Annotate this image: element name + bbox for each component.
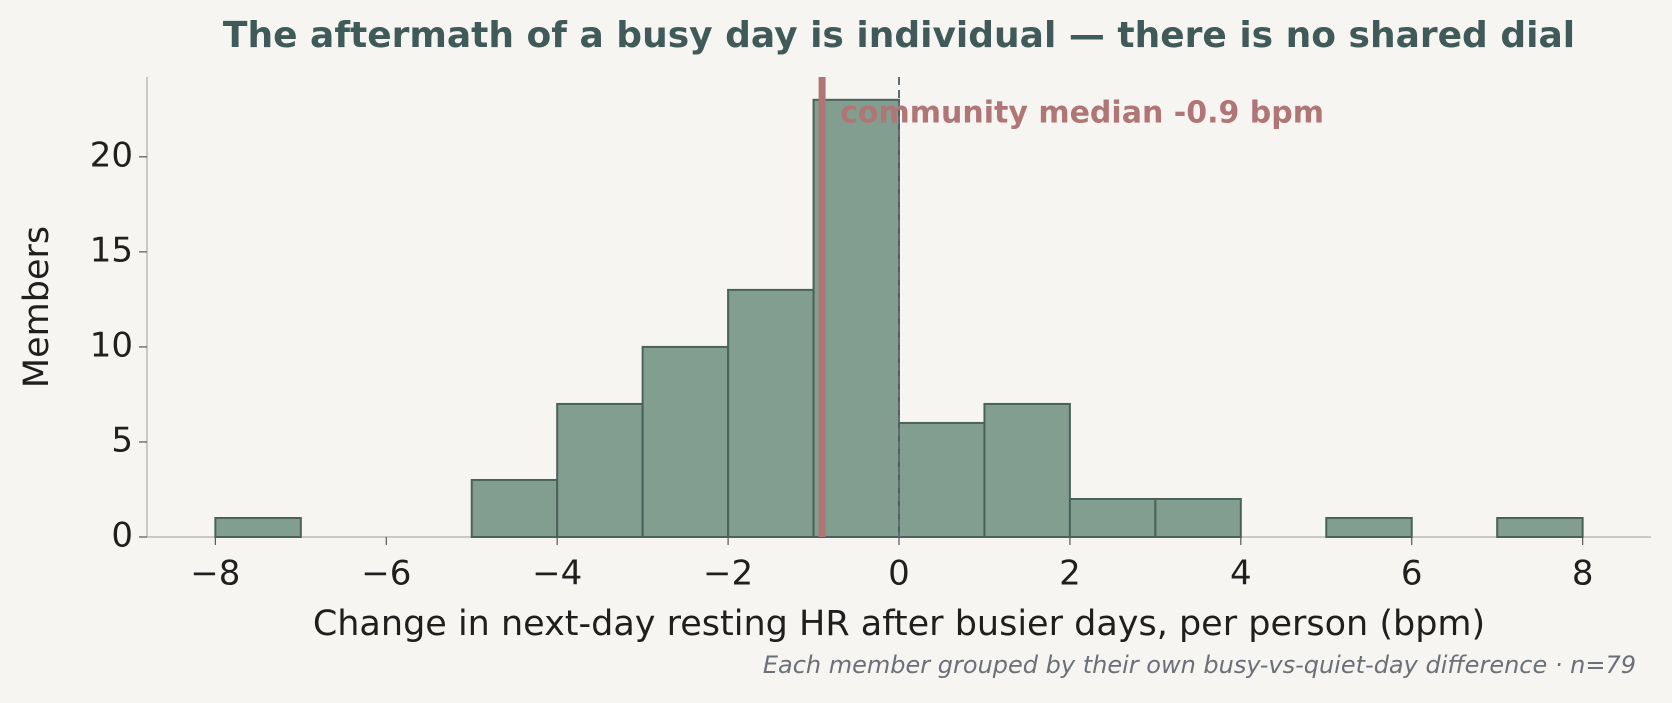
x-tick-label: 0 bbox=[888, 554, 910, 594]
bar bbox=[1496, 516, 1584, 539]
bar bbox=[556, 402, 644, 538]
x-tick-label: 2 bbox=[1059, 554, 1081, 594]
bar bbox=[1325, 516, 1413, 539]
chart-title: The aftermath of a busy day is individua… bbox=[223, 15, 1575, 56]
y-tick-label: 10 bbox=[90, 325, 133, 365]
y-tick-label: 0 bbox=[111, 516, 133, 556]
bar bbox=[812, 98, 901, 539]
bar bbox=[641, 345, 730, 538]
x-tick-label: 8 bbox=[1572, 554, 1594, 594]
x-tick-label: −8 bbox=[190, 554, 240, 594]
bar bbox=[983, 402, 1071, 538]
bar bbox=[1068, 497, 1157, 538]
y-axis-label: Members bbox=[17, 226, 57, 388]
y-tick-label: 20 bbox=[90, 135, 133, 175]
x-tick-label: −6 bbox=[361, 554, 411, 594]
x-tick-label: −2 bbox=[703, 554, 753, 594]
bar bbox=[470, 478, 559, 539]
bar bbox=[214, 516, 302, 539]
x-axis-label: Change in next-day resting HR after busi… bbox=[313, 604, 1485, 644]
footnote: Each member grouped by their own busy-vs… bbox=[763, 651, 1636, 679]
median-label: community median -0.9 bpm bbox=[840, 96, 1324, 131]
bar bbox=[898, 421, 986, 538]
bar bbox=[727, 288, 815, 538]
x-tick-label: −4 bbox=[532, 554, 582, 594]
x-tick-label: 6 bbox=[1401, 554, 1423, 594]
y-tick-label: 15 bbox=[90, 230, 133, 270]
x-tick-label: 4 bbox=[1230, 554, 1252, 594]
bar bbox=[1154, 497, 1242, 538]
y-tick-label: 5 bbox=[111, 420, 133, 460]
